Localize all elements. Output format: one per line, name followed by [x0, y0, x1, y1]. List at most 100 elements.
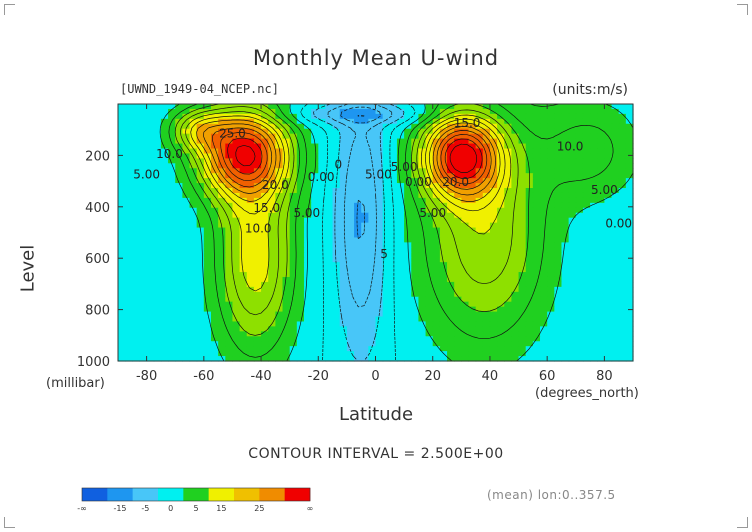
field-cell	[396, 336, 405, 342]
field-cell	[511, 133, 520, 140]
field-cell	[575, 173, 584, 179]
field-cell	[382, 356, 391, 362]
field-cell	[582, 168, 591, 174]
field-cell	[618, 197, 627, 204]
field-cell	[182, 153, 191, 159]
y-tick-label: 400	[85, 201, 110, 216]
field-cell	[218, 301, 226, 308]
field-cell	[382, 108, 391, 115]
field-cell	[618, 148, 627, 155]
field-cell	[625, 281, 634, 288]
field-cell	[568, 222, 577, 229]
field-cell	[597, 222, 605, 229]
field-cell	[547, 351, 555, 357]
field-cell	[382, 331, 391, 337]
field-cell	[175, 326, 183, 332]
field-cell	[611, 331, 620, 337]
field-cell	[604, 262, 613, 268]
field-cell	[289, 321, 298, 327]
field-cell	[125, 242, 133, 248]
field-cell	[325, 158, 334, 164]
field-cell	[368, 356, 377, 362]
field-cell	[590, 296, 598, 303]
field-cell	[532, 306, 541, 313]
field-cell	[268, 188, 276, 194]
field-cell	[454, 197, 462, 204]
field-cell	[432, 316, 441, 323]
field-cell	[132, 158, 141, 164]
field-cell	[132, 128, 141, 135]
field-cell	[625, 311, 634, 318]
field-cell	[482, 356, 491, 362]
field-cell	[189, 197, 198, 204]
field-cell	[268, 247, 276, 253]
field-cell	[182, 341, 191, 347]
field-cell	[125, 286, 133, 293]
field-cell	[625, 276, 634, 283]
contour-label: 5.00	[391, 160, 418, 174]
field-cell	[339, 262, 348, 268]
field-cell	[368, 257, 377, 263]
field-cell	[497, 123, 505, 130]
field-cell	[604, 113, 613, 120]
field-cell	[225, 178, 234, 184]
field-cell	[132, 168, 141, 174]
field-cell	[497, 346, 505, 352]
field-cell	[246, 242, 255, 248]
field-cell	[139, 341, 148, 347]
field-cell	[597, 272, 605, 278]
field-cell	[146, 158, 155, 164]
field-cell	[447, 197, 455, 204]
field-cell	[175, 356, 183, 362]
field-cell	[132, 163, 141, 169]
field-cell	[239, 192, 248, 199]
field-cell	[540, 267, 548, 273]
field-cell	[475, 281, 484, 288]
field-cell	[239, 148, 248, 155]
field-cell	[196, 202, 205, 209]
field-cell	[582, 222, 591, 229]
field-cell	[168, 257, 176, 263]
field-cell	[339, 118, 348, 125]
field-cell	[246, 341, 255, 347]
field-cell	[253, 192, 262, 199]
field-cell	[318, 272, 327, 278]
field-cell	[339, 247, 348, 253]
field-cell	[132, 197, 141, 204]
field-cell	[439, 158, 448, 164]
field-cell	[497, 262, 505, 268]
field-cell	[182, 316, 191, 323]
field-cell	[582, 262, 591, 268]
field-cell	[261, 192, 269, 199]
field-cell	[382, 123, 391, 130]
field-cell	[132, 356, 141, 362]
field-cell	[504, 306, 512, 313]
field-cell	[611, 351, 620, 357]
field-cell	[303, 222, 312, 229]
field-cell	[597, 237, 605, 243]
field-cell	[218, 257, 226, 263]
field-cell	[253, 346, 262, 352]
field-cell	[382, 207, 391, 214]
field-cell	[475, 326, 484, 332]
field-cell	[489, 296, 498, 303]
field-cell	[282, 123, 291, 130]
colorbar-label: 25	[254, 504, 264, 513]
field-cell	[239, 197, 248, 204]
field-cell	[518, 331, 527, 337]
field-cell	[196, 346, 205, 352]
field-cell	[160, 143, 169, 150]
field-cell	[175, 197, 183, 204]
field-cell	[618, 326, 627, 332]
field-cell	[418, 227, 427, 234]
field-cell	[625, 262, 634, 268]
field-cell	[368, 207, 377, 214]
field-cell	[475, 217, 484, 224]
field-cell	[296, 281, 305, 288]
field-cell	[318, 286, 327, 293]
field-cell	[232, 341, 241, 347]
field-cell	[118, 207, 126, 214]
field-cell	[196, 326, 205, 332]
field-cell	[518, 237, 527, 243]
field-cell	[210, 346, 219, 352]
